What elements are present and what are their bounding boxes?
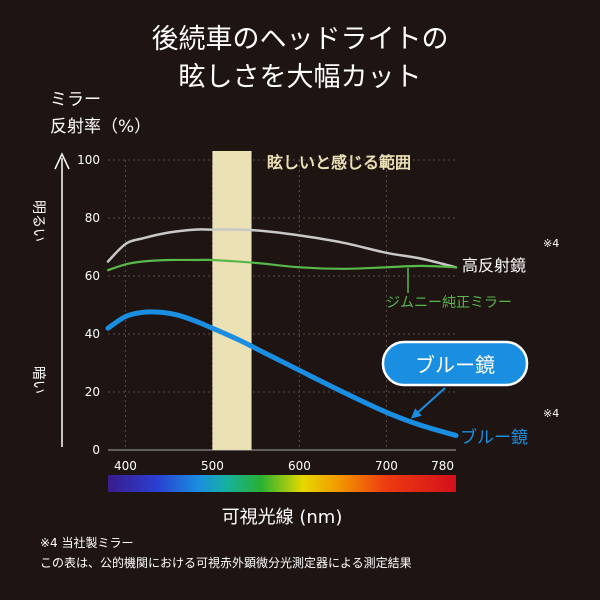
y-tick-label: 40 xyxy=(85,327,100,341)
side-label-dark: 暗い xyxy=(30,366,46,394)
footnote-2: この表は、公的機関における可視赤外顕微分光測定器による測定結果 xyxy=(40,555,412,570)
series-line-blue xyxy=(105,309,459,438)
series-line-genuine xyxy=(106,258,458,272)
series-label-genuine: ジムニー純正ミラー xyxy=(386,295,512,311)
footnote-1: ※4 当社製ミラー xyxy=(40,535,134,550)
series-line-high-reflect xyxy=(106,228,458,269)
y-axis-label-line-1: ミラー xyxy=(50,90,101,110)
brightness-arrow-head xyxy=(54,152,70,170)
x-tick-label: 400 xyxy=(114,459,137,473)
spectrum-bar xyxy=(108,475,456,492)
y-tick-label: 100 xyxy=(77,153,100,167)
y-axis-label-line-2: 反射率（%） xyxy=(50,117,151,137)
glare-band xyxy=(212,151,252,450)
x-tick-label: 700 xyxy=(375,459,398,473)
y-tick-label: 20 xyxy=(85,385,100,399)
callout-arrow xyxy=(411,387,446,419)
x-axis-label: 可視光線 (nm) xyxy=(222,507,343,528)
x-tick-label: 500 xyxy=(201,459,224,473)
x-tick-label: 600 xyxy=(288,459,311,473)
chart-title-line-1: 後続車のヘッドライトの xyxy=(152,24,449,55)
series-label-high-reflect: 高反射鏡 xyxy=(462,256,526,275)
side-label-bright: 明るい xyxy=(30,200,46,242)
callout-label: ブルー鏡 xyxy=(415,353,495,377)
callout-pill xyxy=(381,340,529,387)
axis-ticks: 0 20 40 60 80 100 400 500 600 700 780 xyxy=(77,153,454,473)
y-tick-label: 0 xyxy=(92,443,100,457)
glare-band-label: 眩しいと感じる範囲 xyxy=(267,153,411,172)
x-tick-label: 780 xyxy=(431,459,454,473)
series-label-blue: ブルー鏡 xyxy=(460,427,528,448)
chart-title-line-2: 眩しさを大幅カット xyxy=(179,62,422,93)
series-note-high-reflect: ※4 xyxy=(543,237,559,250)
y-tick-label: 80 xyxy=(85,211,100,225)
series-lines xyxy=(105,228,459,438)
series-note-blue: ※4 xyxy=(543,407,559,420)
y-tick-label: 60 xyxy=(85,269,100,283)
